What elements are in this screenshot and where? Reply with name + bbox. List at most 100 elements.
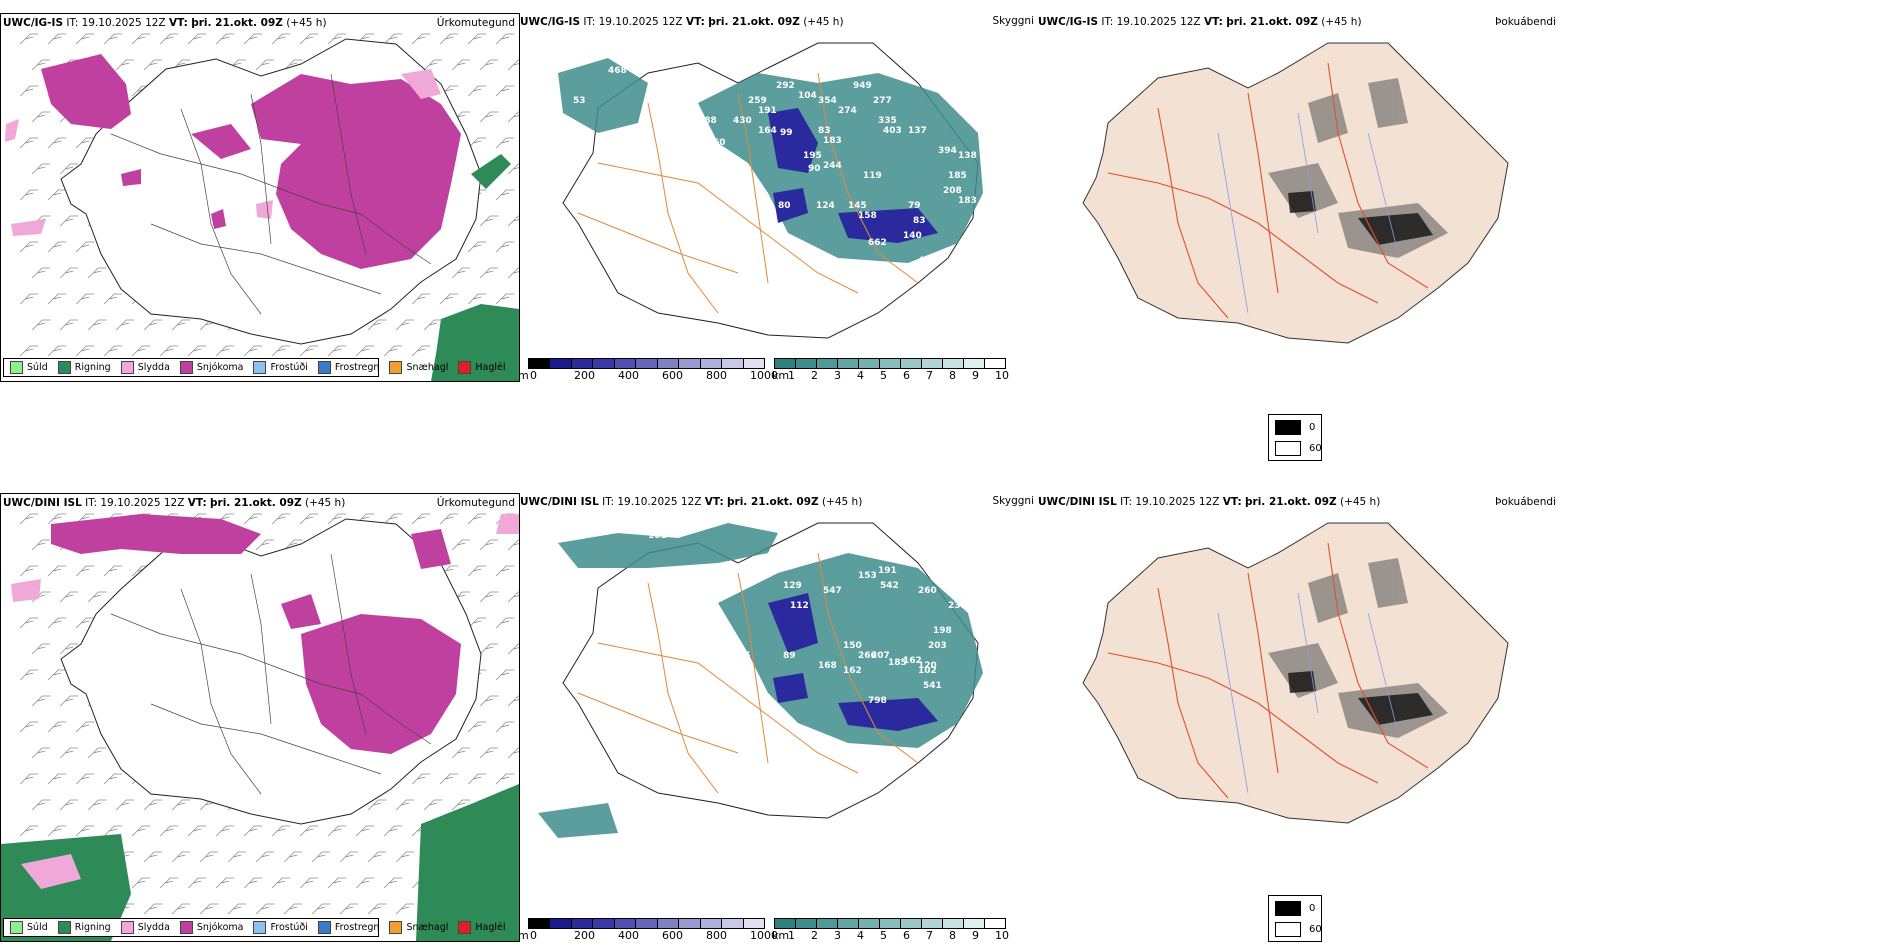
visibility-value: 162 [903,656,922,666]
visibility-value: 99 [780,128,793,138]
legend-swatch [253,361,267,374]
wind-barb [159,825,179,837]
wind-barb [47,33,67,45]
fog-key-low: 0 [1309,422,1316,433]
wind-barb [479,267,499,279]
legend-swatch [317,361,331,374]
colorbar-cell [985,919,1005,928]
legend-label: Snjókoma [196,922,244,933]
visibility-value: 129 [783,581,802,591]
visibility-value: 79 [908,201,921,211]
wind-barb [411,773,431,785]
fog-swatch-60 [1275,441,1301,456]
wind-barb [467,773,487,785]
fog-label-2: Þokuábendi [1495,496,1556,508]
visibility-tick: 6 [903,369,910,380]
colorbar-cell [838,919,859,928]
wind-barb [439,773,459,785]
wind-barb [507,591,519,603]
wind-barb [47,565,67,577]
rivers [1217,112,1399,314]
legend-item-súld: Súld [10,921,48,934]
wind-barb [31,643,51,655]
visibility-value: 488 [698,116,717,126]
row-1-precip-title: UWC/IG-IS IT: 19.10.2025 12Z VT: þri. 21… [3,17,327,29]
visibility-value: 944 [868,542,887,552]
visibility-tick: 9 [972,929,979,942]
wind-barb [339,851,359,863]
wind-barb [131,345,151,357]
legend-item-slydda: Slydda [120,921,170,934]
precip-type-label-1: Úrkomutegund [436,17,515,29]
colorbar-cell [964,919,985,928]
visibility-value: 102 [918,666,937,676]
colorbar-cell [796,919,817,928]
visibility-unit: km [772,369,790,380]
roads [110,553,432,795]
wind-barb [327,825,347,837]
skyggni-label-2: Skyggni [992,495,1035,507]
wind-barb [31,59,51,71]
wind-barb [87,319,107,331]
wind-barb [47,241,67,253]
precip-legend-2: Súld Rigning Slydda Snjókoma Frostúði Frostre… [3,918,506,937]
wind-barb [423,59,443,71]
legend-swatch [10,361,23,374]
wind-barb [439,513,459,525]
colorbar-cell [529,919,551,928]
wind-barb [507,643,519,655]
wind-barb [143,59,163,71]
wind-barb [75,513,95,525]
visibility-value: 403 [883,126,902,136]
colorbar-cell [964,359,985,368]
visibility-value: 430 [918,256,937,266]
visibility-tick: 7 [926,929,933,942]
roads [1107,62,1429,319]
wind-barb [479,643,499,655]
wind-barb [283,59,303,71]
visibility-value: 185 [948,171,967,181]
visibility-value: 83 [818,126,831,136]
visibility-value: 217 [928,566,947,576]
snow-area [51,514,461,754]
wind-barb [439,293,459,305]
wind-barb [19,293,39,305]
wind-barb [19,617,39,629]
wind-barb [495,137,515,149]
wind-barb [479,539,499,551]
colorbar-cell [593,359,615,368]
wind-barb [131,877,151,889]
wind-barb [507,539,519,551]
wind-barb [75,137,95,149]
wind-barb [243,345,263,357]
wind-barb [103,293,123,305]
visibility-panel-1: 468 53 488 430 259 191 292 104 354 274 949 277 335 40… [518,13,1038,380]
wind-barb [47,189,67,201]
wind-barb [495,773,515,785]
cloud-base-tick: 400 [618,369,639,380]
wind-barb [19,33,39,45]
legend-label: Frostúði [270,362,308,373]
legend-swatch [389,361,403,374]
visibility-value: 124 [816,201,835,211]
wind-barb [495,85,515,97]
colorbar-cell [614,919,637,928]
visibility-tick: 1 [788,369,795,380]
wind-barb [103,565,123,577]
visibility-tick: 3 [834,929,841,942]
wind-barb [59,267,79,279]
cloud-base-unit: m [518,369,529,380]
colorbar-cell [657,359,680,368]
colorbar-cell [571,359,594,368]
colorbar-cell [636,359,658,368]
wind-barb [75,241,95,253]
wind-barb [47,617,67,629]
wind-barb [507,59,519,71]
visibility-value: 266 [858,651,877,661]
legend-item-frostregn: Frostregn [317,921,379,934]
wind-barb [47,825,67,837]
visibility-value: 138 [958,151,977,161]
visibility-tick: 2 [811,929,818,942]
visibility-tick: 2 [811,369,818,380]
wind-barb [47,137,67,149]
